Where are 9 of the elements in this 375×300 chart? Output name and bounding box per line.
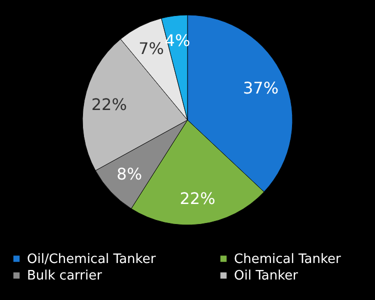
data-label: 37% bbox=[242, 78, 279, 98]
legend-label: Oil/Chemical Tanker bbox=[27, 252, 156, 267]
data-label: 7% bbox=[138, 38, 164, 58]
legend-label: Oil Tanker bbox=[234, 268, 299, 284]
legend-label: Chemical Tanker bbox=[234, 252, 342, 267]
data-label: 22% bbox=[180, 189, 216, 208]
data-label: 8% bbox=[116, 164, 142, 184]
data-label: 22% bbox=[91, 95, 127, 114]
legend-label: Bulk carrier bbox=[27, 268, 103, 284]
